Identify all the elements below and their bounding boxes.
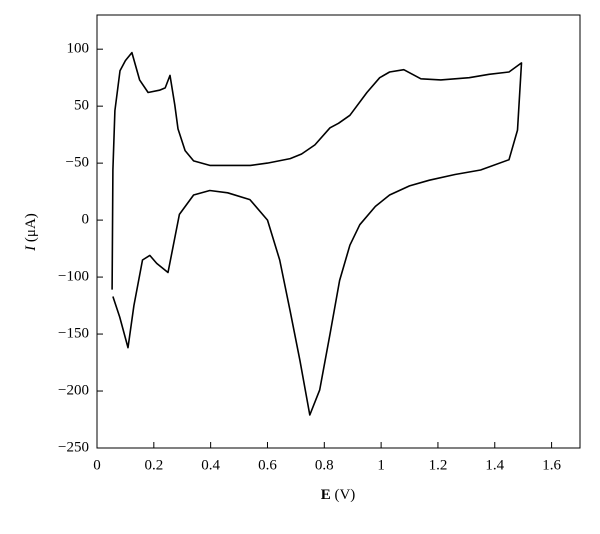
cv-curve	[111, 51, 523, 416]
y-tick-label: −250	[58, 439, 89, 455]
x-tick-label: 1	[377, 457, 385, 473]
y-tick-label: −100	[58, 269, 89, 285]
x-symbol: E	[321, 487, 331, 503]
y-tick-label: 100	[67, 41, 90, 57]
x-tick-label: 1.6	[542, 457, 561, 473]
y-symbol: I	[23, 245, 39, 252]
y-tick-label: −150	[58, 325, 89, 341]
x-tick-label: 0.8	[315, 457, 334, 473]
y-unit: (μA)	[23, 213, 39, 246]
x-tick-label: 1.2	[429, 457, 448, 473]
y-axis-label: I (μA)	[23, 213, 39, 252]
y-tick-label: −200	[58, 382, 89, 398]
y-tick-label: 50	[74, 98, 89, 114]
plot-frame	[96, 14, 581, 449]
x-tick-label: 0	[93, 457, 101, 473]
x-tick-label: 1.4	[485, 457, 504, 473]
x-tick-label: 0.2	[144, 457, 163, 473]
y-tick-label: −50	[66, 155, 89, 171]
y-tick-label: 0	[82, 212, 90, 228]
x-tick-label: 0.4	[201, 457, 220, 473]
x-tick-label: 0.6	[258, 457, 277, 473]
x-unit: (V)	[331, 487, 356, 503]
x-axis-label: E (V)	[321, 487, 356, 503]
